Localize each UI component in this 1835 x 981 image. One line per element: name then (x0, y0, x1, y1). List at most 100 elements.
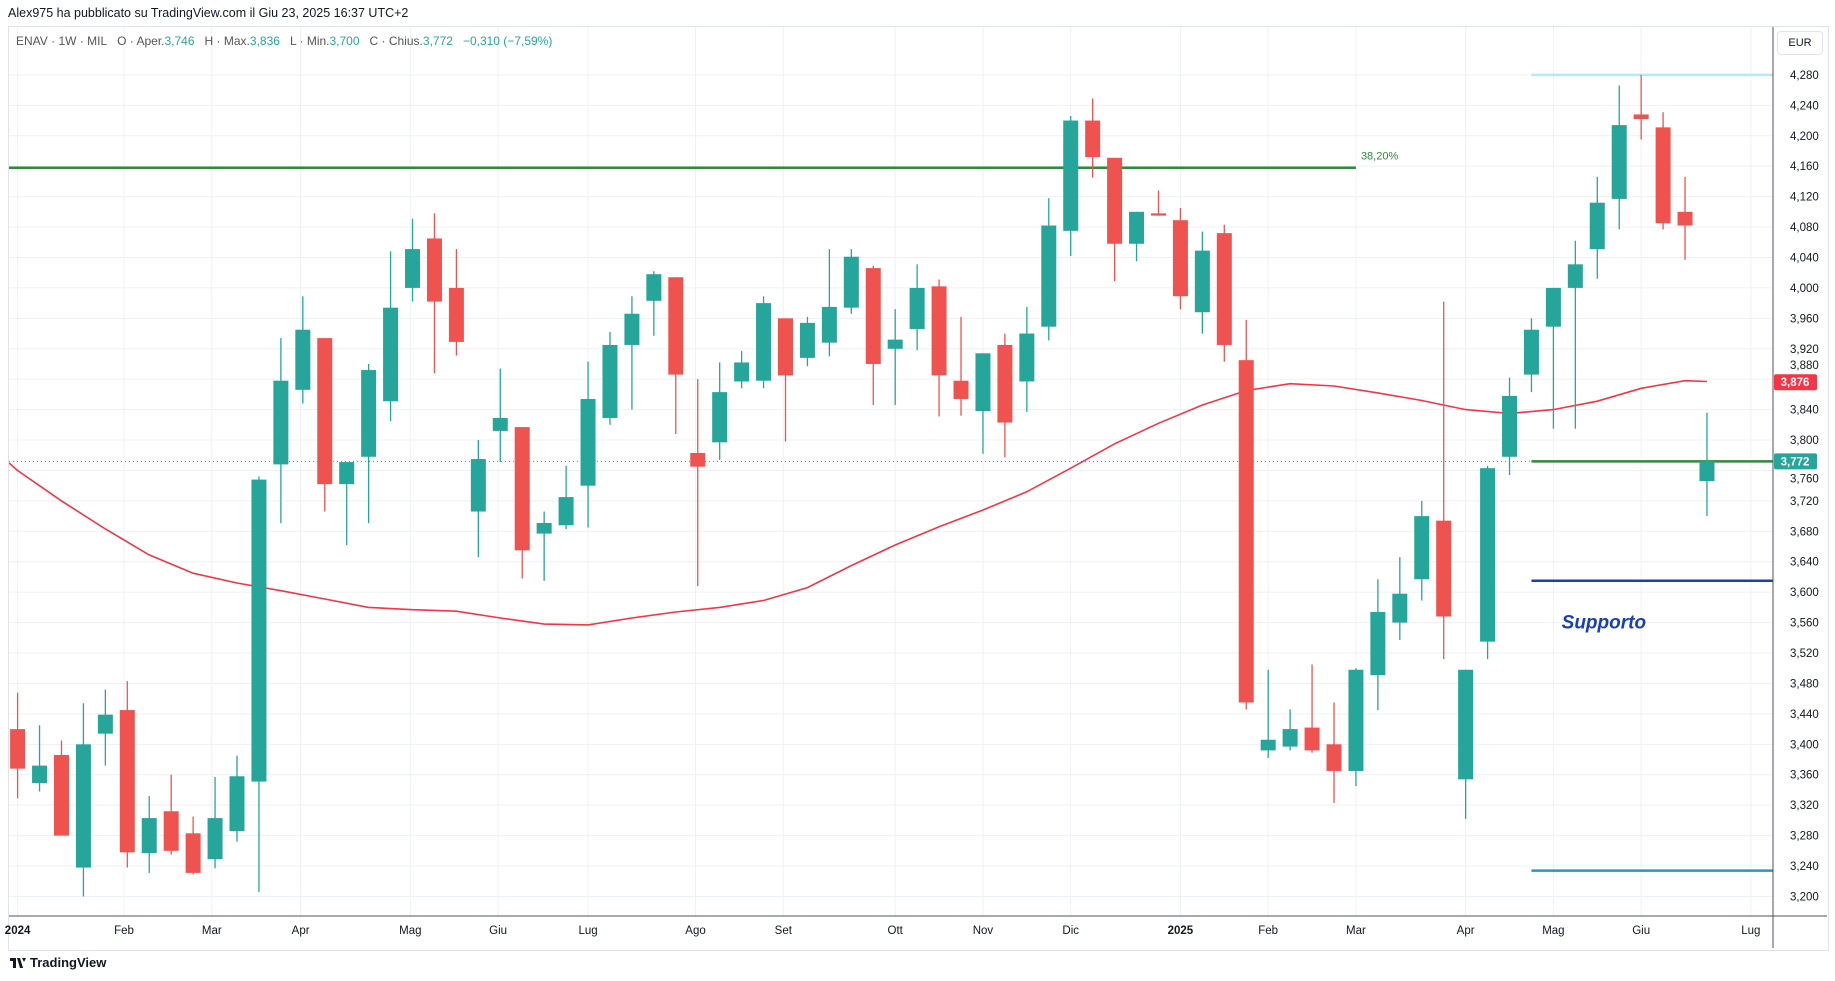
candle-up (97, 714, 113, 734)
candle-up (1041, 225, 1057, 327)
close-value: 3,772 (422, 34, 453, 48)
candle-up (361, 370, 377, 457)
candle-down (865, 268, 881, 364)
candle-down (53, 754, 69, 836)
open-label: O · Aper. (117, 34, 165, 48)
x-tick-label: Giu (489, 925, 507, 937)
currency-button[interactable]: EUR (1777, 31, 1823, 55)
candle-down (163, 811, 179, 851)
candle-up (821, 306, 837, 343)
last-price-badge-bg (1774, 453, 1817, 470)
candle-down (119, 710, 135, 853)
high-value: 3,836 (249, 34, 280, 48)
high-label: H · Max. (204, 34, 250, 48)
candle-down (1633, 114, 1649, 120)
ma-price-badge-bg (1774, 374, 1817, 391)
candle-down (1436, 520, 1452, 617)
candle-up (1699, 461, 1715, 482)
x-tick-label: Mag (399, 925, 421, 937)
candle-up (799, 322, 815, 358)
candle-up (975, 353, 991, 412)
candle-up (1567, 264, 1583, 288)
ohlc-legend: ENAV · 1W · MIL O · Aper.3,746 H · Max.3… (16, 34, 552, 48)
candle-up (1480, 468, 1496, 642)
x-tick-label: Ago (685, 925, 705, 937)
candle-up (339, 462, 355, 485)
candle-up (580, 398, 596, 486)
change-value: −0,310 (−7,59%) (462, 34, 553, 48)
x-tick-label: 2024 (5, 925, 31, 937)
x-tick-label: Feb (1258, 925, 1278, 937)
y-tick-label: 4,080 (1790, 222, 1819, 234)
y-tick-label: 4,040 (1790, 252, 1819, 264)
x-tick-label: Dic (1062, 925, 1079, 937)
candle-down (668, 277, 684, 375)
candle-up (1523, 329, 1539, 375)
candle-down (1172, 220, 1188, 297)
candle-up (558, 497, 574, 526)
candle-down (10, 729, 26, 769)
candle-down (448, 287, 464, 342)
supporto-annotation: Supporto (1562, 613, 1646, 634)
y-tick-label: 3,920 (1790, 344, 1819, 356)
candle-up (1194, 250, 1210, 313)
candle-up (734, 362, 750, 382)
candle-down (997, 344, 1013, 423)
candle-down (953, 380, 969, 399)
open-value: 3,746 (164, 34, 195, 48)
candle-down (1216, 233, 1232, 345)
candle-up (536, 522, 552, 534)
y-tick-label: 3,840 (1790, 405, 1819, 417)
candle-down (1655, 127, 1671, 224)
x-tick-label: Mar (1346, 925, 1366, 937)
candle-up (1502, 395, 1518, 457)
candle-up (1414, 516, 1430, 580)
candle-down (185, 833, 201, 873)
y-tick-label: 3,560 (1790, 618, 1819, 630)
y-tick-label: 3,880 (1790, 360, 1819, 372)
candle-down (1107, 157, 1123, 244)
x-tick-label: Apr (292, 925, 310, 937)
candle-up (712, 392, 728, 443)
y-tick-label: 3,520 (1790, 648, 1819, 660)
candle-up (251, 479, 267, 782)
y-tick-label: 3,280 (1790, 831, 1819, 843)
level-label-fib-38-2: 38,20% (1361, 151, 1399, 163)
y-tick-label: 3,400 (1790, 739, 1819, 751)
candle-up (1129, 211, 1145, 244)
symbol-info[interactable]: ENAV · 1W · MIL (16, 34, 108, 48)
y-tick-label: 3,440 (1790, 709, 1819, 721)
candle-up (141, 818, 157, 854)
close-label: C · Chius. (369, 34, 423, 48)
last-price-badge: 3,772 (1781, 456, 1810, 468)
tradingview-brand: TradingView (30, 955, 107, 970)
y-tick-label: 3,720 (1790, 496, 1819, 508)
candle-down (1150, 213, 1166, 216)
x-tick-label: Mag (1542, 925, 1564, 937)
ma-price-badge: 3,876 (1781, 377, 1810, 389)
x-tick-label: Mar (202, 925, 222, 937)
plot-area: 38,20% Supporto (9, 27, 1773, 916)
candle-up (1545, 287, 1561, 327)
candle-up (624, 313, 640, 345)
candle-up (756, 303, 772, 381)
candle-up (1589, 202, 1605, 250)
y-tick-label: 4,000 (1790, 283, 1819, 295)
candle-up (405, 249, 421, 288)
candle-down (690, 452, 706, 467)
candle-up (1019, 333, 1035, 382)
candle-up (492, 417, 508, 431)
candle-up (602, 344, 618, 418)
candle-down (1238, 360, 1254, 703)
y-tick-label: 3,680 (1790, 526, 1819, 538)
low-value: 3,700 (329, 34, 360, 48)
candle-down (1085, 120, 1101, 158)
candle-up (273, 380, 289, 465)
candle-up (887, 339, 903, 349)
tradingview-logo[interactable]: TradingView (10, 955, 106, 970)
candle-down (426, 238, 442, 302)
low-label: L · Min. (289, 34, 330, 48)
candle-up (1282, 729, 1298, 747)
x-tick-label: Giu (1632, 925, 1650, 937)
